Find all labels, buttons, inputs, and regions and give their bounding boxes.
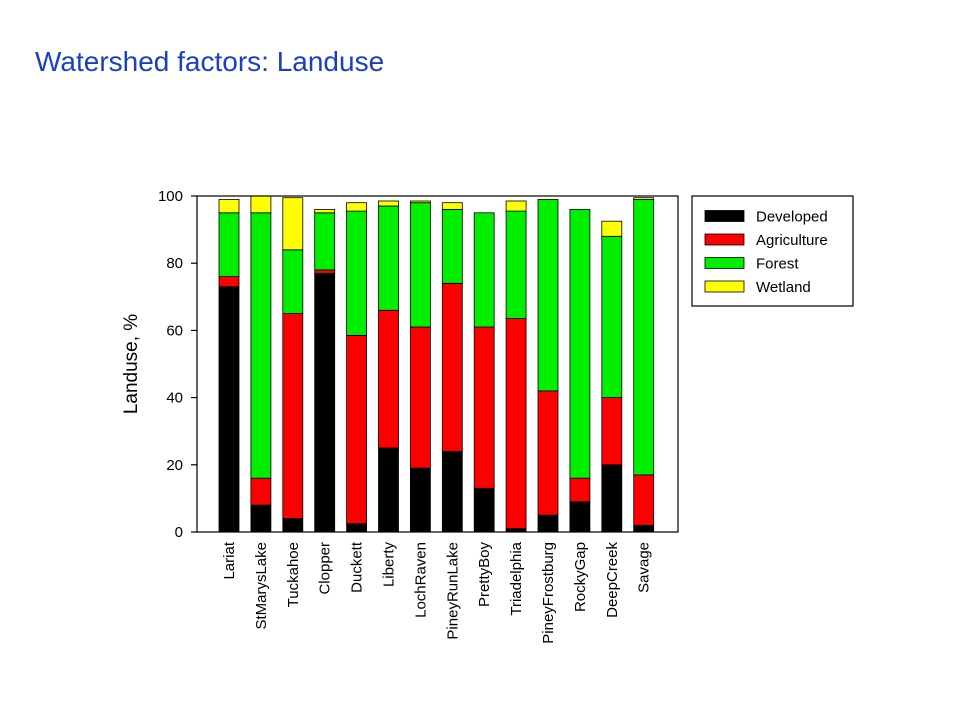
bar-agriculture-prettyboy [473, 326, 495, 489]
bar-forest-stmaryslake [250, 212, 272, 479]
x-tick-label: Liberty [381, 542, 398, 588]
bar-agriculture-liberty [378, 309, 399, 449]
y-tick-label: 20 [166, 457, 183, 474]
x-tick-label: PrettyBoy [476, 542, 493, 608]
bars-layer [218, 195, 655, 533]
bar-developed-lochraven [409, 467, 431, 533]
bar-forest-pineyfrostburg [537, 198, 559, 392]
y-tick-label: 0 [175, 524, 183, 541]
bar-wetland-lochraven [409, 200, 431, 204]
x-tick-label: StMarysLake [253, 542, 270, 630]
legend-label-developed: Developed [756, 209, 828, 226]
bar-wetland-savage [633, 197, 655, 200]
bar-wetland-clopper [314, 208, 336, 214]
x-tick-label: Lariat [221, 541, 238, 579]
bar-forest-prettyboy [473, 212, 495, 328]
bar-agriculture-lochraven [409, 326, 431, 469]
bar-forest-triadelphia [505, 210, 527, 320]
x-tick-label: Savage [636, 542, 653, 593]
bar-forest-liberty [378, 205, 399, 311]
bar-agriculture-tuckahoe [282, 313, 304, 520]
y-tick-label: 100 [158, 188, 183, 205]
page-title: Watershed factors: Landuse [35, 46, 385, 77]
bar-forest-deepcreek [601, 235, 623, 399]
bar-agriculture-lariat [218, 276, 240, 288]
legend-swatch-agriculture [704, 233, 745, 246]
bar-forest-savage [633, 198, 655, 476]
y-axis: 0 20 40 60 80 100 [158, 188, 197, 541]
plot-frame [196, 195, 679, 533]
bar-agriculture-stmaryslake [250, 477, 272, 506]
y-tick-label: 80 [166, 255, 183, 272]
bar-forest-lochraven [409, 202, 431, 328]
bar-wetland-stmaryslake [250, 195, 272, 214]
bar-developed-savage [633, 524, 655, 533]
x-tick-label: Clopper [317, 542, 334, 595]
legend: Developed Agriculture Forest Wetland [691, 195, 854, 307]
bar-forest-duckett [346, 210, 368, 336]
bar-developed-deepcreek [601, 464, 623, 533]
x-tick-label: Triadelphia [508, 541, 525, 615]
x-tick-label: Duckett [349, 541, 366, 593]
bar-developed-lariat [218, 286, 240, 533]
x-tick-label: PineyRunLake [444, 542, 461, 640]
x-tick-label: DeepCreek [604, 542, 621, 618]
y-tick-label: 40 [166, 390, 183, 407]
bar-wetland-lariat [218, 198, 240, 214]
legend-label-forest: Forest [756, 256, 799, 273]
bar-developed-clopper [314, 272, 336, 533]
y-axis-label: Landuse, % [121, 314, 142, 414]
bar-developed-duckett [346, 523, 368, 533]
x-tick-label: LochRaven [412, 542, 429, 618]
y-tick-label: 60 [166, 322, 183, 339]
bar-agriculture-rockygap [569, 477, 591, 503]
x-tick-label: PineyFrostburg [540, 542, 557, 644]
bar-agriculture-triadelphia [505, 318, 527, 530]
bar-developed-tuckahoe [282, 518, 304, 533]
bar-developed-stmaryslake [250, 504, 272, 533]
bar-wetland-triadelphia [505, 200, 527, 212]
bar-agriculture-pineyrunlake [441, 282, 463, 452]
legend-label-agriculture: Agriculture [756, 232, 828, 249]
bar-forest-lariat [218, 212, 240, 278]
bar-forest-clopper [314, 212, 336, 271]
bar-forest-pineyrunlake [441, 208, 463, 284]
bar-forest-tuckahoe [282, 249, 304, 315]
legend-swatch-forest [704, 257, 745, 269]
bar-developed-pineyfrostburg [537, 514, 559, 533]
bar-wetland-deepcreek [601, 220, 623, 237]
bar-agriculture-clopper [314, 269, 336, 274]
bar-developed-prettyboy [473, 487, 495, 533]
x-axis-labels: Lariat StMarysLake Tuckahoe Clopper Duckett L… [221, 541, 653, 644]
bar-wetland-duckett [346, 202, 368, 212]
legend-label-wetland: Wetland [756, 279, 811, 296]
bar-wetland-liberty [378, 200, 399, 207]
bar-forest-rockygap [569, 208, 591, 479]
bar-agriculture-pineyfrostburg [537, 390, 559, 516]
x-tick-label: RockyGap [572, 542, 589, 612]
x-tick-label: Tuckahoe [285, 542, 302, 607]
bar-wetland-tuckahoe [282, 197, 304, 251]
bar-wetland-pineyrunlake [441, 202, 463, 210]
bar-developed-liberty [378, 447, 399, 533]
bar-agriculture-duckett [346, 334, 368, 524]
bar-developed-rockygap [569, 501, 591, 533]
bar-developed-pineyrunlake [441, 450, 463, 533]
legend-swatch-wetland [704, 280, 745, 293]
bar-agriculture-deepcreek [601, 397, 623, 466]
bar-agriculture-savage [633, 474, 655, 526]
legend-swatch-developed [704, 210, 745, 222]
